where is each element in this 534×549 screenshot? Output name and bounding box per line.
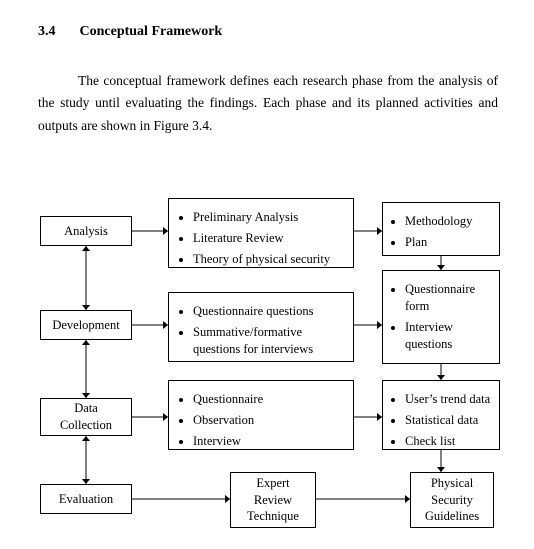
phase-box-analysis: Analysis: [40, 216, 132, 246]
phase-box-data: Data Collection: [40, 398, 132, 436]
output-box-r3: User’s trend data Statistical data Check l…: [382, 380, 500, 450]
activity-item: Interview: [193, 433, 345, 450]
phase-box-evaluation: Evaluation: [40, 484, 132, 514]
page: 3.4Conceptual Framework The conceptual f…: [0, 0, 534, 549]
output-item: Statistical data: [405, 412, 493, 429]
activity-box-r1: Preliminary Analysis Literature Review The…: [168, 198, 354, 268]
activity-item: Questionnaire: [193, 391, 345, 408]
activity-item: Observation: [193, 412, 345, 429]
output-item: Questionnaire form: [405, 281, 493, 315]
activity-box-r3: Questionnaire Observation Interview: [168, 380, 354, 450]
activity-item: Literature Review: [193, 230, 345, 247]
phase-box-development: Development: [40, 310, 132, 340]
conceptual-framework-diagram: Analysis Development Data Collection Evalua…: [0, 0, 534, 549]
output-item: Plan: [405, 234, 493, 251]
activity-item: Summative/formative questions for interv…: [193, 324, 345, 358]
output-box-r2: Questionnaire form Interview questions: [382, 270, 500, 364]
activity-box-r2: Questionnaire questions Summative/formati…: [168, 292, 354, 362]
activity-item: Preliminary Analysis: [193, 209, 345, 226]
activity-item: Theory of physical security: [193, 251, 345, 268]
activity-box-r4: Expert Review Technique: [230, 472, 316, 528]
output-box-r4: Physical Security Guidelines: [410, 472, 494, 528]
activity-item: Questionnaire questions: [193, 303, 345, 320]
output-box-r1: Methodology Plan: [382, 202, 500, 256]
output-item: Check list: [405, 433, 493, 450]
output-item: Interview questions: [405, 319, 493, 353]
output-item: User’s trend data: [405, 391, 493, 408]
output-item: Methodology: [405, 213, 493, 230]
